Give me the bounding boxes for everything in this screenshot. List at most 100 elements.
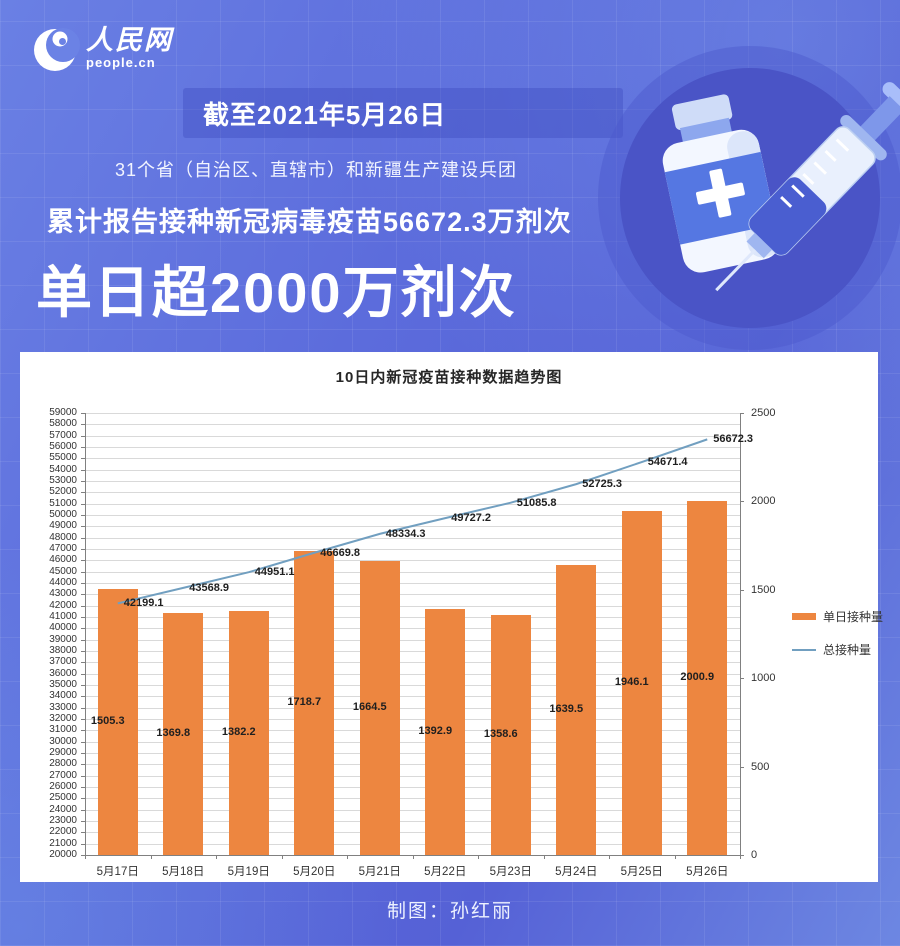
bar-value-label: 1718.7 — [287, 696, 322, 709]
gridline — [85, 537, 740, 539]
gridline — [85, 639, 740, 641]
gridline — [85, 753, 740, 754]
y-axis-tick-left — [81, 673, 85, 675]
y-axis-label-left: 58000 — [49, 418, 77, 430]
x-axis-label: 5月26日 — [686, 866, 729, 878]
headline: 单日超2000万剂次 — [36, 261, 517, 324]
x-axis-label: 5月24日 — [555, 866, 598, 878]
x-axis-tick — [674, 855, 676, 859]
y-axis-tick-left — [81, 639, 85, 641]
y-axis-tick-left — [81, 798, 85, 800]
y-axis-label-left: 22000 — [49, 826, 77, 838]
logo-brand-text: 人民网 — [86, 25, 173, 55]
cumulative-doses-line: 累计报告接种新冠病毒疫苗56672.3万剂次 — [47, 207, 572, 237]
x-axis-label: 5月17日 — [96, 866, 139, 878]
gridline — [85, 843, 740, 845]
line-value-label: 44951.1 — [254, 566, 295, 579]
y-axis-label-left: 36000 — [49, 667, 77, 679]
x-axis-tick — [543, 855, 545, 859]
y-axis-label-left: 54000 — [49, 463, 77, 475]
gridline — [85, 605, 740, 607]
chart-panel: 10日内新冠疫苗接种数据趋势图 20000 21000 22000 23000 2400… — [20, 352, 883, 882]
vaccine-vial-icon — [662, 94, 780, 273]
bar — [687, 501, 728, 855]
dateline-text: 截至2021年5月26日 — [203, 99, 447, 130]
x-axis-tick — [478, 855, 479, 859]
y-axis-label-left: 20000 — [49, 849, 77, 860]
gridline — [85, 787, 740, 788]
y-axis-label-left: 56000 — [49, 441, 77, 452]
bar — [97, 588, 138, 855]
people-cn-logo: 人民网 people.cn — [30, 22, 173, 74]
legend-item-daily-doses: 单日接种量 — [792, 608, 883, 625]
y-axis-tick-left — [81, 560, 85, 562]
y-axis-label-left: 27000 — [49, 769, 77, 781]
y-axis-tick-left — [81, 424, 85, 426]
y-axis-tick-left — [81, 855, 85, 856]
line-value-label: 43568.9 — [189, 581, 230, 594]
y-axis-label-left: 29000 — [49, 747, 77, 758]
x-axis-tick — [740, 855, 741, 859]
y-axis-tick-left — [81, 707, 85, 709]
gridline — [85, 764, 740, 766]
x-axis-tick — [281, 855, 283, 859]
x-axis-label: 5月18日 — [162, 866, 205, 878]
gridline — [85, 447, 740, 448]
y-axis-label-left: 26000 — [49, 781, 77, 792]
bar-value-label: 1358.6 — [483, 727, 518, 740]
y-axis-label-left: 59000 — [49, 407, 77, 418]
y-axis-label-right: 0 — [751, 849, 758, 861]
y-axis-tick-left — [81, 832, 85, 834]
y-axis-label-left: 31000 — [49, 724, 77, 736]
chart-plot-area: 20000 21000 22000 23000 24000 25000 26000 27000… — [20, 352, 878, 882]
gridline — [85, 707, 740, 709]
legend-item-total-doses: 总接种量 — [792, 641, 883, 658]
bar-value-label: 1382.2 — [221, 725, 256, 738]
dateline-band: 截至2021年5月26日 — [183, 88, 623, 138]
y-axis-label-left: 55000 — [49, 452, 77, 464]
bar-value-label: 1369.8 — [156, 726, 191, 739]
y-axis-label-left: 37000 — [49, 656, 77, 668]
y-axis-tick-right — [740, 678, 744, 680]
bar-value-label: 1392.9 — [418, 724, 453, 737]
y-axis-label-left: 28000 — [49, 758, 77, 770]
y-axis-label-left: 34000 — [49, 690, 77, 702]
gridline — [85, 696, 740, 698]
bar-value-label: 1664.5 — [352, 700, 387, 713]
gridline — [85, 583, 740, 584]
y-axis-tick-right — [740, 855, 744, 856]
gridline — [85, 832, 740, 834]
y-axis-tick-left — [81, 503, 85, 505]
y-axis-tick-left — [81, 821, 85, 822]
x-axis-tick — [150, 855, 152, 859]
bar-value-label: 1639.5 — [549, 703, 584, 716]
chart-title: 10日内新冠疫苗接种数据趋势图 — [335, 369, 563, 386]
x-axis-tick — [609, 855, 610, 859]
y-axis-label-right: 1000 — [751, 672, 776, 685]
y-axis-tick-left — [81, 492, 85, 494]
gridline — [85, 458, 740, 460]
y-axis-tick-left — [81, 662, 85, 664]
y-axis-tick-left — [81, 469, 85, 471]
y-axis-label-left: 48000 — [49, 531, 77, 543]
gridline — [85, 413, 740, 414]
bar — [163, 612, 204, 855]
y-axis-label-right: 500 — [751, 760, 770, 773]
y-axis-label-left: 45000 — [49, 565, 77, 577]
y-axis-label-right: 2500 — [751, 407, 776, 419]
gridline — [85, 673, 740, 675]
x-axis-label: 5月22日 — [424, 866, 467, 878]
line-value-label: 49727.2 — [451, 512, 492, 525]
y-axis-tick-left — [81, 435, 85, 437]
y-axis-tick-left — [81, 719, 85, 720]
y-axis-tick-left — [81, 605, 85, 607]
y-axis-tick-left — [81, 617, 85, 618]
gridline — [85, 685, 740, 686]
gridline — [85, 469, 740, 471]
y-axis-label-left: 24000 — [49, 803, 77, 815]
bar — [228, 610, 269, 855]
region-subtitle: 31个省（自治区、直辖市）和新疆生产建设兵团 — [115, 160, 518, 180]
y-axis-label-left: 23000 — [49, 815, 77, 826]
y-axis-label-left: 35000 — [49, 679, 77, 690]
y-axis-tick-left — [81, 447, 85, 448]
